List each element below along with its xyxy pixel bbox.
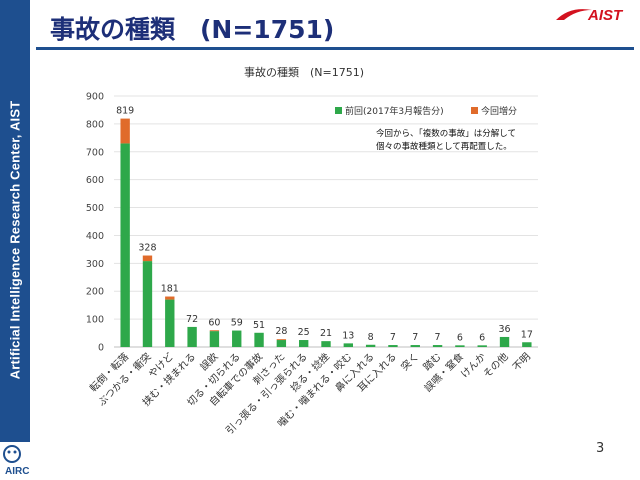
bar-segment-previous	[276, 340, 287, 347]
bar-segment-previous	[165, 299, 175, 347]
data-label: 8	[368, 332, 374, 343]
sidebar-org-text: Artificial Intelligence Research Center,…	[7, 100, 23, 380]
bar-segment-previous	[321, 341, 331, 347]
y-tick-label: 500	[86, 203, 104, 214]
gridlines	[114, 95, 538, 348]
y-tick-label: 800	[86, 119, 104, 130]
bar-segment-previous	[477, 345, 487, 347]
data-label: 7	[390, 332, 396, 343]
bar-segment-previous	[232, 330, 242, 347]
bar-segment-increase	[120, 118, 130, 144]
x-tick-label: 突く	[398, 350, 421, 373]
y-tick-label: 400	[86, 231, 104, 242]
bar-segment-increase	[142, 255, 153, 262]
data-labels: 819 328 181 72 60 59 51 28 25 21 13 8 7 7 7 6 6 36 17	[116, 106, 533, 344]
sidebar-band: Artificial Intelligence Research Center,…	[0, 0, 30, 480]
title-underline	[36, 47, 634, 50]
data-label: 25	[298, 327, 310, 338]
bar-segment-previous	[365, 344, 376, 347]
aist-logo-text: AIST	[587, 7, 624, 24]
y-tick-label: 600	[86, 175, 104, 186]
data-label: 13	[342, 330, 354, 341]
legend-swatch-previous	[335, 107, 342, 114]
slide-title: 事故の種類 (N=1751)	[50, 15, 335, 44]
aist-logo: AIST	[556, 7, 624, 24]
bar-segment-previous	[410, 345, 420, 347]
bar-segment-previous	[455, 345, 465, 347]
airc-mascot-icon	[3, 445, 21, 463]
page-number: 3	[596, 441, 605, 456]
y-tick-label: 900	[86, 92, 104, 103]
data-label: 28	[275, 326, 287, 337]
legend-label-increase: 今回増分	[481, 105, 517, 117]
bar-segment-increase	[209, 330, 220, 332]
data-label: 51	[253, 320, 265, 331]
bar-segment-previous	[209, 331, 220, 347]
aist-swoosh-icon	[556, 9, 592, 20]
bar-segment-previous	[522, 342, 532, 347]
data-label: 21	[320, 328, 332, 339]
data-label: 17	[521, 329, 533, 340]
data-label: 7	[412, 332, 418, 343]
bar-segment-previous	[254, 332, 264, 347]
x-tick-label: 不明	[510, 351, 533, 374]
y-axis-ticks: 0 100 200 300 400 500 600 700 800 900	[86, 92, 104, 354]
bar-segment-previous	[187, 326, 197, 347]
data-label: 72	[186, 314, 198, 325]
data-label: 59	[231, 318, 243, 329]
bar-segment-previous	[343, 343, 354, 347]
chart-title: 事故の種類 (N=1751)	[244, 65, 364, 79]
y-tick-label: 0	[98, 343, 104, 354]
bars	[120, 118, 532, 347]
bar-segment-increase	[276, 339, 287, 341]
y-tick-label: 700	[86, 147, 104, 158]
data-label: 60	[208, 317, 220, 328]
bar-segment-previous	[120, 143, 130, 347]
data-label: 6	[479, 332, 485, 343]
bar-segment-previous	[499, 336, 510, 347]
bar-segment-previous	[142, 261, 153, 347]
x-tick-label: その他	[480, 350, 510, 380]
data-label: 36	[498, 324, 510, 335]
annotation-line-2: 個々の事故種類として再配置した。	[376, 141, 512, 152]
y-tick-label: 100	[86, 315, 104, 326]
data-label: 328	[138, 243, 156, 254]
legend-label-previous: 前回(2017年3月報告分)	[345, 105, 444, 117]
bar-segment-previous	[298, 340, 309, 347]
annotation-line-1: 今回から、「複数の事故」は分解して	[376, 128, 516, 139]
data-label: 6	[457, 332, 463, 343]
data-label: 181	[161, 284, 179, 295]
data-label: 819	[116, 106, 134, 117]
legend-swatch-increase	[471, 107, 478, 114]
airc-logo: AIRC	[0, 442, 30, 480]
airc-logo-text: AIRC	[5, 466, 30, 477]
accident-type-chart: 事故の種類 (N=1751) 0 100 200 300 400 500 600 700 800…	[86, 65, 538, 437]
y-tick-label: 200	[86, 287, 104, 298]
bar-segment-previous	[388, 345, 398, 347]
bar-segment-previous	[432, 345, 443, 347]
y-tick-label: 300	[86, 259, 104, 270]
data-label: 7	[435, 332, 441, 343]
chart-legend: 前回(2017年3月報告分) 今回増分	[335, 105, 517, 117]
bar-segment-increase	[165, 296, 175, 300]
